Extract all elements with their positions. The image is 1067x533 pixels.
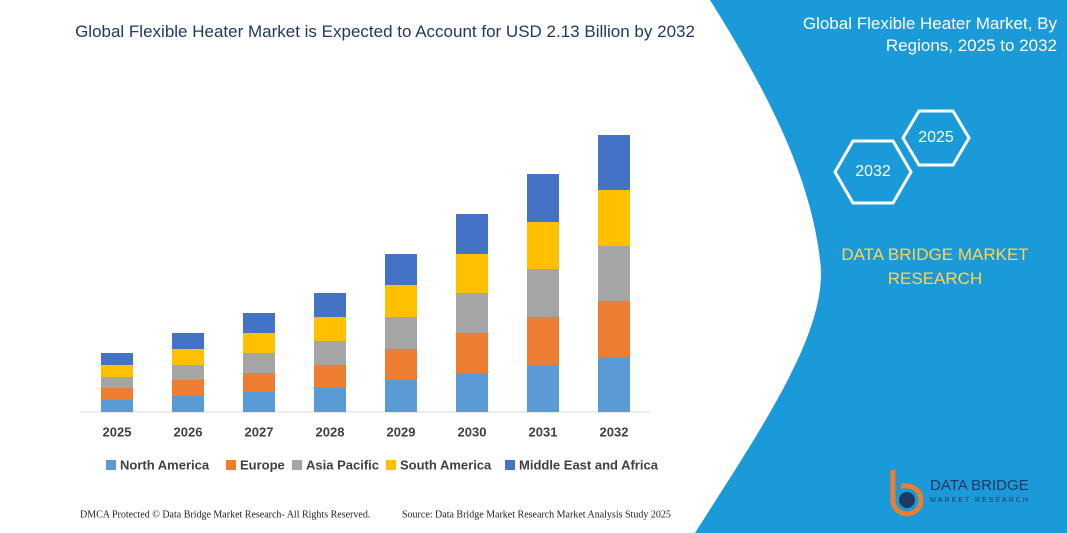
x-tick-label: 2029 [387, 424, 416, 439]
chart-title: Global Flexible Heater Market is Expecte… [75, 22, 695, 41]
x-tick-label: 2031 [529, 424, 558, 439]
hexagon [833, 139, 913, 205]
legend-label: Asia Pacific [306, 457, 379, 472]
bar-segment [243, 392, 275, 412]
brand: DATA BRIDGE MARKET RESEARCH [841, 245, 1029, 288]
bar-segment [101, 388, 133, 400]
bar-segment [527, 269, 559, 317]
bar-segment [314, 341, 346, 365]
bar-segment [172, 349, 204, 365]
bar-segment [172, 365, 204, 380]
bar-segment [598, 301, 630, 357]
hexagon-label: 2032 [855, 163, 891, 180]
bar-segment [243, 333, 275, 353]
legend-swatch [292, 460, 302, 470]
bar-segment [172, 380, 204, 396]
side-panel [695, 0, 1067, 533]
bar-segment [101, 377, 133, 388]
bar-segment [456, 373, 488, 412]
footer-right: Source: Data Bridge Market Research Mark… [402, 509, 671, 520]
logo-tagline: MARKET RESEARCH [930, 497, 1030, 504]
bar-segment [101, 365, 133, 377]
bar-segment [598, 246, 630, 301]
bar-segment [172, 396, 204, 412]
legend-swatch [386, 460, 396, 470]
bar-segment [527, 317, 559, 365]
legend-swatch [505, 460, 515, 470]
bar-segment [598, 357, 630, 412]
legend-label: South America [400, 457, 492, 472]
legend-label: Middle East and Africa [519, 457, 659, 472]
bar-segment [385, 349, 417, 380]
bar-segment [527, 174, 559, 222]
bar-segment [314, 293, 346, 317]
bar-segment [598, 190, 630, 246]
bar-segment [243, 353, 275, 373]
bar-segment [101, 400, 133, 412]
legend-label: Europe [240, 457, 285, 472]
bar-segment [456, 254, 488, 293]
x-tick-label: 2028 [316, 424, 345, 439]
bar-segment [172, 333, 204, 349]
bar-segment [385, 254, 417, 285]
hexagon-label: 2025 [918, 129, 954, 146]
bar-segment [314, 317, 346, 341]
bar-segment [314, 365, 346, 388]
bar-segment [385, 380, 417, 412]
legend-label: North America [120, 457, 210, 472]
bar-segment [527, 222, 559, 269]
bar-segment [101, 353, 133, 365]
bar-segment [598, 135, 630, 190]
bar-segment [243, 313, 275, 333]
bar-segment [456, 214, 488, 254]
x-tick-label: 2026 [174, 424, 203, 439]
logo-name: DATA BRIDGE [930, 477, 1029, 494]
legend-swatch [106, 460, 116, 470]
bar-segment [527, 365, 559, 412]
x-tick-label: 2027 [245, 424, 274, 439]
x-tick-label: 2025 [103, 424, 132, 439]
footer-left: DMCA Protected © Data Bridge Market Rese… [80, 509, 370, 520]
bar-segment [385, 285, 417, 317]
x-tick-label: 2032 [600, 424, 629, 439]
bar-segment [385, 317, 417, 349]
bar-segment [314, 388, 346, 412]
logo-icon [890, 470, 924, 517]
bar-segment [456, 333, 488, 373]
bar-segment [243, 373, 275, 392]
hexagon [901, 109, 971, 167]
x-tick-label: 2030 [458, 424, 487, 439]
panel-title: Global Flexible Heater Market, By Region… [802, 14, 1057, 55]
bar-segment [456, 293, 488, 333]
legend-swatch [226, 460, 236, 470]
logo-icon [899, 492, 915, 508]
